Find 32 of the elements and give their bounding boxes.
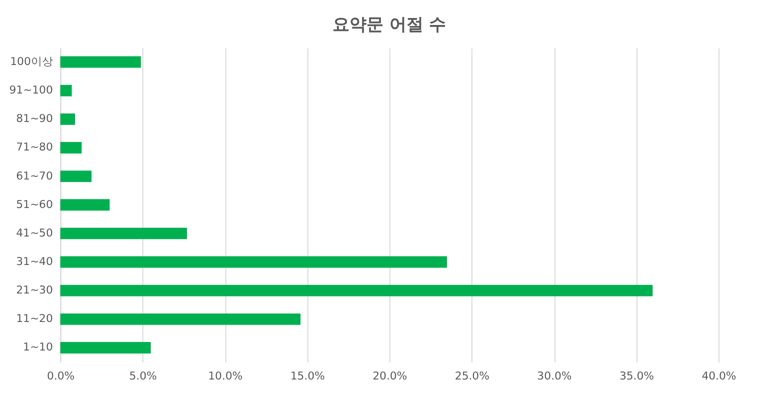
y-tick-label: 11~20 bbox=[16, 312, 53, 326]
bar bbox=[60, 256, 447, 268]
x-tick-label: 0.0% bbox=[46, 369, 75, 382]
bar bbox=[60, 56, 141, 68]
x-tick-label: 25.0% bbox=[454, 369, 490, 382]
x-tick-label: 20.0% bbox=[372, 369, 408, 382]
x-tick-label: 5.0% bbox=[129, 369, 157, 382]
bar bbox=[60, 170, 92, 182]
x-tick-label: 30.0% bbox=[537, 369, 572, 382]
bar bbox=[60, 113, 76, 125]
bar bbox=[60, 313, 301, 325]
chart-title: 요약문 어절 수 bbox=[332, 14, 446, 34]
bar bbox=[60, 199, 110, 211]
y-tick-label: 100이상 bbox=[10, 54, 53, 68]
y-tick-label: 21~30 bbox=[16, 284, 53, 297]
y-tick-label: 31~40 bbox=[16, 254, 53, 268]
bar bbox=[60, 84, 72, 96]
y-tick-label: 71~80 bbox=[16, 140, 53, 154]
x-tick-label: 35.0% bbox=[619, 369, 654, 382]
y-tick-label: 61~70 bbox=[16, 169, 53, 182]
x-tick-label: 40.0% bbox=[702, 369, 736, 382]
x-tick-label: 15.0% bbox=[290, 369, 325, 382]
bar bbox=[60, 228, 187, 240]
y-tick-label: 91~100 bbox=[9, 84, 53, 97]
bar bbox=[60, 142, 82, 154]
bar bbox=[60, 342, 151, 354]
y-tick-label: 51~60 bbox=[16, 198, 53, 211]
x-tick-label: 10.0% bbox=[208, 369, 243, 382]
y-tick-label: 41~50 bbox=[16, 226, 53, 240]
y-tick-label: 81~90 bbox=[16, 112, 53, 126]
y-tick-label: 1~10 bbox=[23, 340, 53, 354]
bar bbox=[60, 284, 653, 296]
